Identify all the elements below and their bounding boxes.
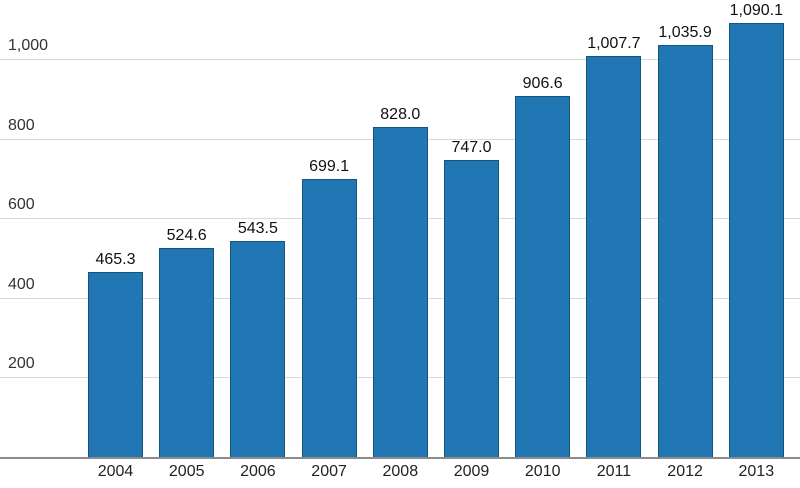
bar-value-label: 828.0 xyxy=(380,106,421,124)
bar-value-label: 699.1 xyxy=(309,157,350,175)
bar-2006 xyxy=(230,240,286,457)
bar-2012 xyxy=(657,44,713,457)
x-axis-tick-label: 2005 xyxy=(168,463,205,480)
x-axis-tick-label: 2007 xyxy=(311,463,347,480)
x-axis-tick-label: 2012 xyxy=(667,463,703,480)
bar-2007 xyxy=(301,178,357,457)
bar-2009 xyxy=(444,159,499,457)
y-axis-tick-label: 800 xyxy=(8,116,35,134)
x-axis-tick-label: 2011 xyxy=(596,463,632,480)
bar-2010 xyxy=(515,96,571,457)
bar-2008 xyxy=(372,127,428,457)
y-axis-tick-label: 400 xyxy=(8,275,35,293)
x-axis-line xyxy=(0,457,800,459)
x-axis-tick-label: 2006 xyxy=(240,463,276,480)
bar-value-label: 1,035.9 xyxy=(658,23,712,41)
bar-value-label: 906.6 xyxy=(522,75,563,93)
y-axis-tick-label: 1,000 xyxy=(8,36,49,54)
bar-value-label: 1,007.7 xyxy=(587,34,641,52)
bar-value-label: 465.3 xyxy=(95,250,136,268)
x-axis-tick-label: 2009 xyxy=(453,463,490,480)
bar-2005 xyxy=(159,248,215,457)
bar-2004 xyxy=(88,271,143,457)
bar-value-label: 524.6 xyxy=(166,227,207,245)
y-axis-tick-label: 600 xyxy=(8,196,35,214)
gridline xyxy=(0,58,800,60)
bar-value-label: 747.0 xyxy=(451,138,492,156)
x-axis-tick-label: 2013 xyxy=(738,463,775,480)
x-axis-tick-label: 2004 xyxy=(97,463,134,480)
y-axis-tick-label: 200 xyxy=(8,355,35,373)
x-axis-tick-label: 2010 xyxy=(524,463,561,480)
bar-2011 xyxy=(586,55,642,457)
x-axis-tick-label: 2008 xyxy=(382,463,419,480)
bar-value-label: 1,090.1 xyxy=(729,2,783,20)
bar-value-label: 543.5 xyxy=(237,219,278,237)
bar-2013 xyxy=(728,23,784,457)
